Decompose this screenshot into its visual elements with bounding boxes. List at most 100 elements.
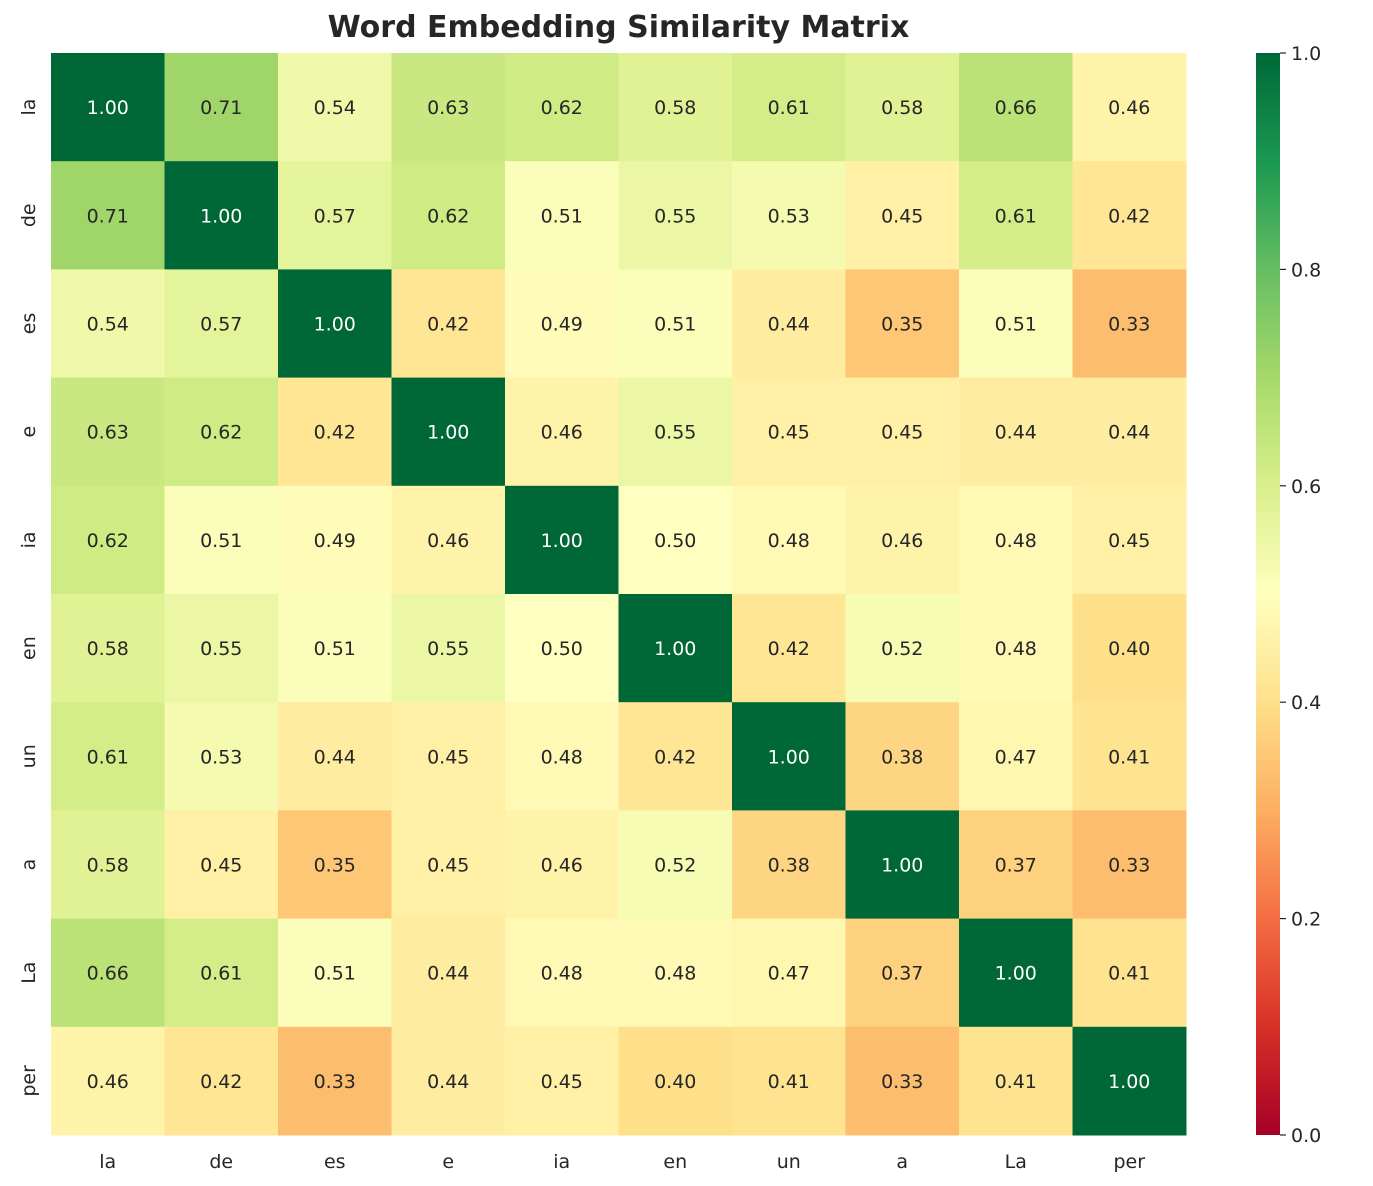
x-tick-label: e [442, 1151, 454, 1173]
heatmap-cell [618, 810, 733, 920]
cell-annotation: 0.52 [881, 638, 923, 660]
heatmap-cell [391, 485, 506, 595]
cell-annotation: 0.41 [1108, 963, 1150, 985]
heatmap-cell [51, 918, 165, 1028]
colorbar [1256, 53, 1280, 1135]
heatmap-cell [391, 918, 506, 1028]
heatmap-cell [618, 485, 733, 595]
heatmap-cell [505, 594, 619, 703]
cell-annotation: 0.61 [995, 205, 1037, 227]
cell-annotation: 0.52 [654, 855, 696, 877]
colorbar-tick-label: 0.8 [1291, 259, 1321, 281]
cell-annotation: 0.51 [995, 314, 1037, 336]
heatmap-cell [618, 594, 733, 703]
heatmap-cell [959, 594, 1073, 703]
heatmap-cell [732, 702, 846, 811]
heatmap-cell [505, 702, 619, 811]
heatmap-cell [164, 1026, 279, 1136]
cell-annotation: 1.00 [881, 855, 923, 877]
heatmap-cell [1072, 269, 1187, 379]
heatmap-cell [164, 377, 279, 487]
heatmap-cell [505, 1026, 619, 1136]
heatmap-cell [278, 810, 392, 920]
cell-annotation: 0.45 [1108, 530, 1150, 552]
heatmap-cell [278, 269, 392, 379]
heatmap-cell [278, 702, 392, 811]
heatmap-cell [845, 53, 960, 162]
heatmap-cell [732, 161, 846, 270]
heatmap-cell [1072, 594, 1187, 703]
cell-annotation: 0.61 [200, 963, 242, 985]
cell-annotation: 0.51 [654, 314, 696, 336]
heatmap-cell [959, 53, 1073, 162]
cell-annotation: 0.50 [541, 638, 583, 660]
heatmap-cell [278, 161, 392, 270]
cell-annotation: 0.46 [541, 855, 583, 877]
cell-annotation: 0.42 [1108, 205, 1150, 227]
heatmap-cell [391, 594, 506, 703]
colorbar-tick-label: 0.4 [1291, 692, 1321, 714]
cell-annotation: 0.42 [427, 314, 469, 336]
cell-annotation: 0.48 [995, 530, 1037, 552]
cell-annotation: 0.44 [995, 422, 1037, 444]
cell-annotation: 0.71 [87, 205, 129, 227]
heatmap-cell [51, 161, 165, 270]
heatmap-cell [618, 702, 733, 811]
heatmap-cell [1072, 53, 1187, 162]
heatmap-cell [845, 377, 960, 487]
cell-annotation: 0.55 [654, 422, 696, 444]
cell-annotation: 1.00 [654, 638, 696, 660]
heatmap-cell [278, 53, 392, 162]
cell-annotation: 0.33 [881, 1071, 923, 1093]
x-tick-label: la [99, 1151, 116, 1173]
heatmap-cell [732, 810, 846, 920]
heatmap-cell [164, 269, 279, 379]
cell-annotation: 0.51 [541, 205, 583, 227]
cell-annotation: 0.38 [768, 855, 810, 877]
cell-annotation: 0.48 [541, 963, 583, 985]
heatmap-cell [959, 918, 1073, 1028]
colorbar-tick-label: 1.0 [1291, 43, 1321, 65]
cell-annotation: 0.71 [200, 97, 242, 119]
heatmap-cell [845, 1026, 960, 1136]
cell-annotation: 1.00 [995, 963, 1037, 985]
cell-annotation: 0.46 [881, 530, 923, 552]
heatmap-cell [164, 702, 279, 811]
cell-annotation: 0.58 [87, 855, 129, 877]
y-tick-label: en [18, 636, 40, 660]
x-tick-label: a [896, 1151, 908, 1173]
heatmap-cell [164, 485, 279, 595]
cell-annotation: 0.57 [314, 205, 356, 227]
heatmap-cell [51, 377, 165, 487]
heatmap-cell [845, 594, 960, 703]
cell-annotation: 0.51 [314, 638, 356, 660]
cell-annotation: 0.37 [995, 855, 1037, 877]
heatmap-cell [1072, 810, 1187, 920]
heatmap-cell [959, 485, 1073, 595]
y-tick-label: la [18, 99, 40, 116]
cell-annotation: 0.57 [200, 314, 242, 336]
cell-annotation: 0.35 [881, 314, 923, 336]
cell-annotation: 0.63 [87, 422, 129, 444]
cell-annotation: 0.48 [995, 638, 1037, 660]
cell-annotation: 0.48 [541, 746, 583, 768]
cell-annotation: 0.53 [200, 746, 242, 768]
cell-annotation: 0.40 [1108, 638, 1150, 660]
heatmap-cell [959, 377, 1073, 487]
cell-annotation: 0.41 [995, 1071, 1037, 1093]
y-tick-label: un [18, 744, 40, 768]
heatmap-cell [391, 161, 506, 270]
heatmap-cell [391, 702, 506, 811]
cell-annotation: 0.63 [427, 97, 469, 119]
cell-annotation: 0.50 [654, 530, 696, 552]
cell-annotation: 0.47 [995, 746, 1037, 768]
cell-annotation: 0.46 [541, 422, 583, 444]
cell-annotation: 0.48 [768, 530, 810, 552]
cell-annotation: 0.42 [768, 638, 810, 660]
y-tick-label: a [18, 859, 40, 871]
cell-annotation: 0.33 [1108, 855, 1150, 877]
cell-annotation: 0.51 [314, 963, 356, 985]
heatmap-cell [618, 161, 733, 270]
x-tick-label: es [324, 1151, 346, 1173]
